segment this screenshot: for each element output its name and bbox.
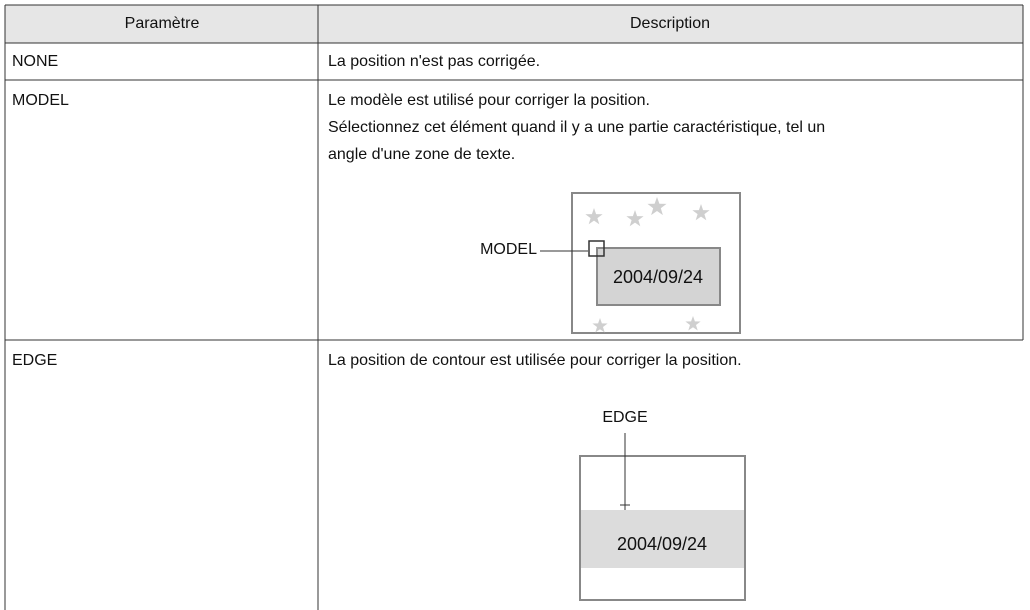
star: [592, 318, 608, 333]
description: La position de contour est utilisée pour…: [328, 352, 742, 369]
figure-label: EDGE: [602, 409, 647, 426]
star: [626, 210, 644, 227]
parameter: MODEL: [12, 92, 69, 109]
edge-figure: [579, 433, 746, 601]
description: Sélectionnez cet élément quand il y a un…: [328, 119, 825, 136]
model-figure: [540, 192, 741, 334]
star: [692, 204, 710, 221]
star: [585, 208, 603, 225]
parameter: EDGE: [12, 352, 57, 369]
figure-date: 2004/09/24: [613, 267, 703, 287]
header-cell: Paramètre: [125, 15, 200, 32]
parameter: NONE: [12, 53, 58, 70]
star: [685, 316, 701, 331]
description: angle d'une zone de texte.: [328, 146, 515, 163]
table-grid: [4, 4, 1024, 610]
figure-date: 2004/09/24: [617, 534, 707, 554]
header-background: [5, 5, 1023, 43]
header-cell: Description: [630, 15, 710, 32]
description: Le modèle est utilisé pour corriger la p…: [328, 92, 650, 109]
figure-label: MODEL: [480, 241, 537, 258]
description: La position n'est pas corrigée.: [328, 53, 540, 70]
star: [647, 197, 667, 216]
